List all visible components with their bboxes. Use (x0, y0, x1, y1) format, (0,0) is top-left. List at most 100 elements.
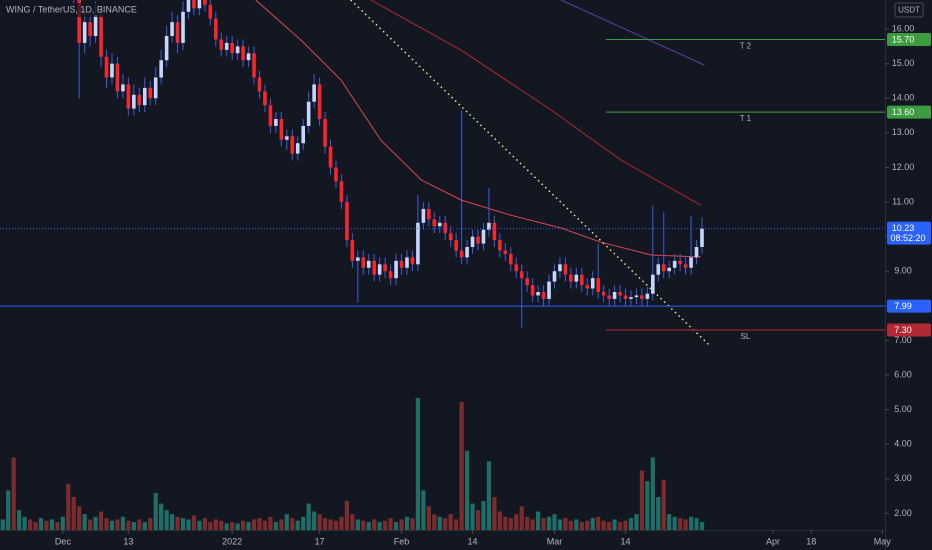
volume-bar (104, 518, 109, 530)
volume-bar (530, 519, 535, 530)
level-label-box (887, 32, 931, 46)
candle-body (164, 35, 169, 61)
candle-body (492, 222, 497, 241)
candle-body (148, 87, 153, 99)
volume-bar (213, 519, 218, 530)
currency-label: USDT (898, 6, 920, 15)
candle-body (328, 146, 333, 168)
candle-body (700, 228, 704, 248)
moving-average (255, 0, 701, 258)
candle-body (651, 274, 655, 294)
volume-bar (415, 398, 421, 530)
candle-body (241, 46, 245, 61)
candle-body (694, 247, 699, 258)
candle-body (388, 271, 393, 279)
volume-bar (93, 516, 98, 530)
candle-body (596, 278, 600, 292)
candle-body (629, 297, 633, 299)
volume-bar (366, 522, 371, 530)
volume-bar (568, 520, 573, 530)
candle-body (192, 0, 196, 9)
candle-body (525, 278, 529, 286)
y-tick-label: 3.00 (894, 473, 912, 483)
candle-body (372, 260, 377, 275)
volume-bar (328, 519, 333, 530)
candle-body (93, 15, 98, 36)
volume-bar (38, 518, 44, 530)
candle-body (153, 77, 158, 99)
volume-bar (448, 514, 453, 530)
volume-bar (333, 520, 339, 530)
candle-body (306, 101, 311, 126)
volume-bar (191, 515, 197, 530)
candle-body (547, 281, 551, 299)
volume-bar (628, 518, 634, 530)
candle-body (77, 0, 82, 43)
volume-bar (33, 522, 38, 530)
volume-bar (257, 518, 262, 530)
candle-body (104, 56, 109, 78)
volume-bar (350, 514, 355, 530)
candle-body (345, 202, 349, 241)
last-price-label: 10.23 (892, 223, 915, 233)
volume-bar (246, 522, 251, 530)
x-tick-label: 14 (468, 536, 478, 546)
x-tick-label: 13 (123, 536, 133, 546)
volume-bar (503, 516, 508, 530)
y-tick-label: 2.00 (894, 508, 912, 518)
volume-bar (579, 522, 584, 530)
volume-bar (126, 520, 131, 530)
volume-bar (186, 519, 191, 530)
volume-bar (437, 516, 442, 530)
volume-bar (454, 519, 459, 530)
candle-body (295, 143, 300, 154)
candle-body (574, 274, 579, 282)
volume-bar (88, 519, 93, 530)
volume-bar (596, 516, 601, 530)
y-tick-label: 15.00 (892, 58, 915, 68)
volume-bar (699, 522, 705, 530)
volume-bar (678, 518, 683, 530)
candle-body (448, 233, 453, 241)
candle-body (361, 257, 366, 268)
candle-body (235, 46, 240, 54)
volume-bar (645, 481, 650, 530)
volume-bar (486, 461, 492, 530)
x-tick-label: Dec (55, 536, 72, 546)
volume-bar (601, 520, 606, 530)
x-tick-label: Apr (766, 536, 780, 546)
candle-body (689, 257, 693, 268)
candle-body (661, 264, 666, 272)
volume-bar (377, 522, 382, 530)
x-tick-label: 14 (621, 536, 631, 546)
candle-body (186, 0, 191, 12)
volume-bar (55, 522, 60, 530)
moving-average (560, 0, 705, 66)
volume-bar (159, 503, 164, 530)
volume-bar (120, 516, 126, 530)
volume-bar (27, 519, 33, 530)
volume-bar (219, 520, 224, 530)
volume-bar (492, 497, 497, 530)
volume-bar (393, 522, 399, 530)
volume-bar (443, 518, 448, 530)
x-tick-label: 2022 (222, 536, 242, 546)
candle-body (623, 295, 628, 299)
volume-bar (410, 518, 415, 530)
volume-bar (290, 518, 295, 530)
candle-body (476, 236, 480, 244)
volume-bar (339, 516, 344, 530)
volume-bar (262, 520, 268, 530)
level-label: 15.70 (892, 34, 915, 44)
volume-bar (639, 470, 644, 530)
volume-bar (11, 457, 16, 530)
volume-bar (148, 518, 153, 530)
candle-body (252, 53, 256, 78)
candle-body (470, 236, 475, 248)
candle-body (224, 42, 229, 50)
candle-body (656, 264, 661, 275)
volume-bar (481, 500, 486, 530)
candle-body (607, 295, 611, 299)
level-label: 7.99 (894, 301, 912, 311)
